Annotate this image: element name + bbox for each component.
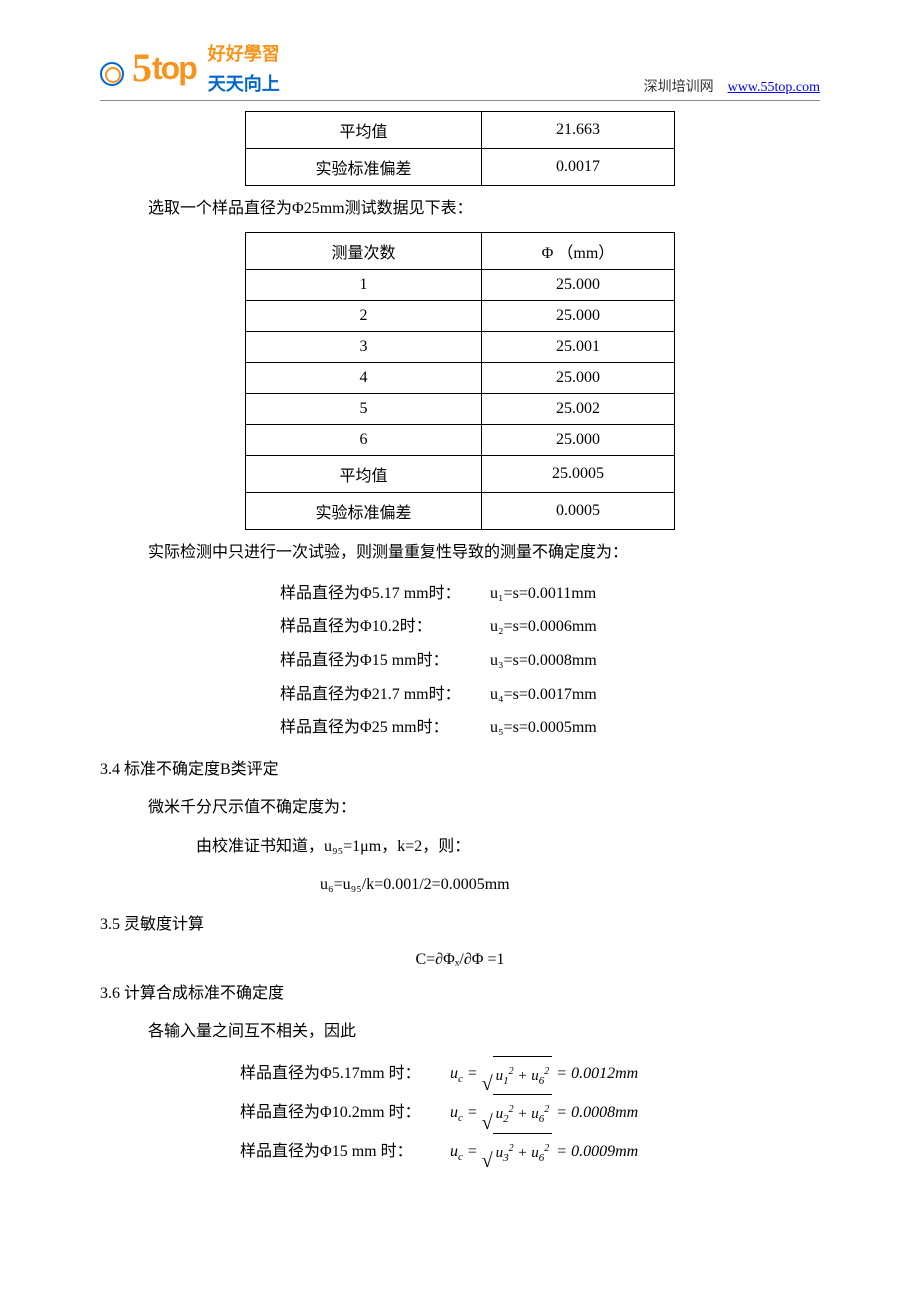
header-right: 深圳培训网 www.55top.com xyxy=(644,76,820,96)
u-line-label: 样品直径为Φ15 mm时： xyxy=(280,644,490,678)
sec-36-title: 3.6 计算合成标准不确定度 xyxy=(100,979,820,1009)
u-line-eq: u₅=s=0.0005mm xyxy=(490,719,597,736)
table-top-body: 平均值21.663实验标准偏差0.0017 xyxy=(246,112,675,186)
u-line: 样品直径为Φ10.2时：u₂=s=0.0006mm xyxy=(100,610,820,644)
sec-34-p2: 由校准证书知道，u₉₅=1μm，k=2，则： xyxy=(100,832,820,862)
uc-line: 样品直径为Φ15 mm 时：uc = √u32 + u62 = 0.0009mm xyxy=(100,1133,820,1172)
sec-34-title: 3.4 标准不确定度B类评定 xyxy=(100,755,820,785)
u-line-eq: u₃=s=0.0008mm xyxy=(490,652,597,669)
slogan-line-2: 天天向上 xyxy=(208,70,280,96)
u-line-eq: u₂=s=0.0006mm xyxy=(490,618,597,635)
uc-lines: 样品直径为Φ5.17mm 时：uc = √u12 + u62 = 0.0012m… xyxy=(100,1055,820,1171)
uc-line-eq: uc = √u12 + u62 = 0.0012mm xyxy=(450,1065,638,1082)
sec-35-title: 3.5 灵敏度计算 xyxy=(100,910,820,940)
document-page: 5 top 好好學習 天天向上 深圳培训网 www.55top.com 平均值2… xyxy=(0,0,920,1211)
uc-line: 样品直径为Φ10.2mm 时：uc = √u22 + u62 = 0.0008m… xyxy=(100,1094,820,1133)
u-lines: 样品直径为Φ5.17 mm时：u₁=s=0.0011mm样品直径为Φ10.2时：… xyxy=(100,577,820,745)
table-cell: 25.001 xyxy=(481,332,674,363)
logo-block: 5 top 好好學習 天天向上 xyxy=(100,40,280,96)
table-cell: 实验标准偏差 xyxy=(246,149,482,186)
uc-line-label: 样品直径为Φ5.17mm 时： xyxy=(240,1055,450,1093)
uc-line-eq: uc = √u32 + u62 = 0.0009mm xyxy=(450,1143,638,1160)
u-line-label: 样品直径为Φ5.17 mm时： xyxy=(280,577,490,611)
table-25: 测量次数Φ （mm） 125.000225.000325.001425.0005… xyxy=(245,232,675,530)
site-link[interactable]: www.55top.com xyxy=(728,80,820,95)
content: 平均值21.663实验标准偏差0.0017 选取一个样品直径为Φ25mm测试数据… xyxy=(100,109,820,1171)
table-cell: 25.000 xyxy=(481,270,674,301)
sqrt-icon: √u12 + u62 xyxy=(482,1056,553,1094)
u-line: 样品直径为Φ21.7 mm时：u₄=s=0.0017mm xyxy=(100,678,820,712)
u-line: 样品直径为Φ25 mm时：u₅=s=0.0005mm xyxy=(100,711,820,745)
table-cell: 2 xyxy=(246,301,482,332)
sec-35-eq: C=∂Φₓ/∂Φ =1 xyxy=(100,951,820,969)
logo-five-icon: 5 xyxy=(132,48,152,88)
table-cell: 0.0005 xyxy=(481,493,674,530)
logo-top-text: top xyxy=(152,50,196,87)
table-header-cell: 测量次数 xyxy=(246,233,482,270)
table-cell: 25.000 xyxy=(481,363,674,394)
uc-line-label: 样品直径为Φ15 mm 时： xyxy=(240,1133,450,1171)
sqrt-icon: √u22 + u62 xyxy=(482,1094,553,1132)
table-cell: 平均值 xyxy=(246,456,482,493)
table-cell: 25.002 xyxy=(481,394,674,425)
table-row: 平均值25.0005 xyxy=(246,456,675,493)
table-cell: 21.663 xyxy=(481,112,674,149)
table-row: 325.001 xyxy=(246,332,675,363)
table-row: 实验标准偏差0.0017 xyxy=(246,149,675,186)
u-line-label: 样品直径为Φ25 mm时： xyxy=(280,711,490,745)
u-line-label: 样品直径为Φ10.2时： xyxy=(280,610,490,644)
table-row: 125.000 xyxy=(246,270,675,301)
sqrt-icon: √u32 + u62 xyxy=(482,1133,553,1171)
table-row: 525.002 xyxy=(246,394,675,425)
swirl-icon xyxy=(100,62,124,86)
sec-36-p1: 各输入量之间互不相关，因此 xyxy=(100,1017,820,1047)
table-row: 425.000 xyxy=(246,363,675,394)
table-cell: 4 xyxy=(246,363,482,394)
repeat-intro: 实际检测中只进行一次试验，则测量重复性导致的测量不确定度为： xyxy=(100,538,820,568)
table-cell: 5 xyxy=(246,394,482,425)
slogan-line-1: 好好學習 xyxy=(208,40,280,66)
table-cell: 0.0017 xyxy=(481,149,674,186)
u-line: 样品直径为Φ5.17 mm时：u₁=s=0.0011mm xyxy=(100,577,820,611)
uc-line-label: 样品直径为Φ10.2mm 时： xyxy=(240,1094,450,1132)
sec-34-p1: 微米千分尺示值不确定度为： xyxy=(100,793,820,823)
table-row: 225.000 xyxy=(246,301,675,332)
table-cell: 25.000 xyxy=(481,301,674,332)
table-cell: 1 xyxy=(246,270,482,301)
uc-line-eq: uc = √u22 + u62 = 0.0008mm xyxy=(450,1104,638,1121)
site-label: 深圳培训网 xyxy=(644,80,714,95)
sec-34-eq: u₆=u₉₅/k=0.001/2=0.0005mm xyxy=(100,870,820,900)
table-cell: 25.0005 xyxy=(481,456,674,493)
table-25-header-row: 测量次数Φ （mm） xyxy=(246,233,675,270)
table-cell: 6 xyxy=(246,425,482,456)
table-cell: 平均值 xyxy=(246,112,482,149)
logo-55top: 5 top xyxy=(132,48,196,88)
u-line-label: 样品直径为Φ21.7 mm时： xyxy=(280,678,490,712)
u-line: 样品直径为Φ15 mm时：u₃=s=0.0008mm xyxy=(100,644,820,678)
table-cell: 3 xyxy=(246,332,482,363)
intro-25: 选取一个样品直径为Φ25mm测试数据见下表： xyxy=(100,194,820,224)
table-row: 625.000 xyxy=(246,425,675,456)
table-row: 实验标准偏差0.0005 xyxy=(246,493,675,530)
page-header: 5 top 好好學習 天天向上 深圳培训网 www.55top.com xyxy=(100,40,820,101)
table-cell: 实验标准偏差 xyxy=(246,493,482,530)
table-top-summary: 平均值21.663实验标准偏差0.0017 xyxy=(245,111,675,186)
uc-line: 样品直径为Φ5.17mm 时：uc = √u12 + u62 = 0.0012m… xyxy=(100,1055,820,1094)
slogan: 好好學習 天天向上 xyxy=(208,40,280,96)
table-cell: 25.000 xyxy=(481,425,674,456)
u-line-eq: u₁=s=0.0011mm xyxy=(490,585,596,602)
table-header-cell: Φ （mm） xyxy=(481,233,674,270)
u-line-eq: u₄=s=0.0017mm xyxy=(490,686,597,703)
table-25-body: 125.000225.000325.001425.000525.002625.0… xyxy=(246,270,675,530)
table-row: 平均值21.663 xyxy=(246,112,675,149)
